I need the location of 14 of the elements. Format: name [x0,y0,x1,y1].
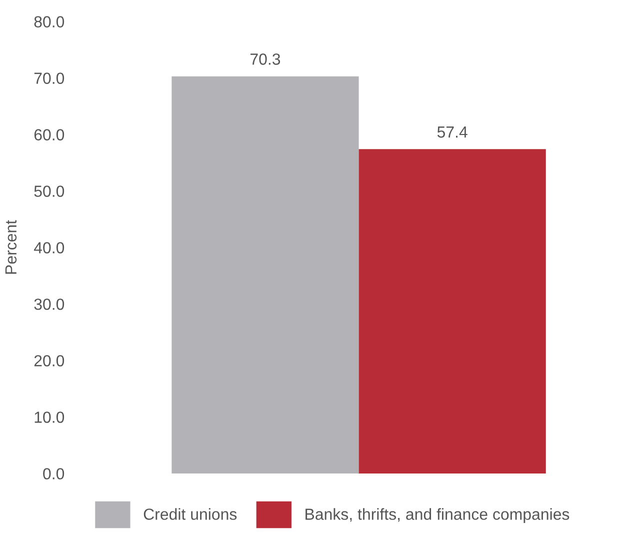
y-tick-label: 60.0 [34,129,64,140]
y-tick-label: 0.0 [43,468,64,480]
y-tick-label: 20.0 [34,355,64,366]
y-tick-label: 70.0 [34,72,64,84]
legend-label: Credit unions [144,508,237,520]
y-tick-label: 40.0 [34,242,64,254]
data-label: 57.4 [437,126,468,138]
legend-label: Banks, thrifts, and finance companies [306,508,570,524]
y-tick-label: 50.0 [34,186,64,197]
y-tick-label: 10.0 [34,412,64,423]
y-tick-label: 80.0 [34,16,64,28]
y-tick-label: 30.0 [34,298,64,310]
y-axis-title: Percent [5,220,17,274]
data-label: 70.3 [250,54,280,65]
